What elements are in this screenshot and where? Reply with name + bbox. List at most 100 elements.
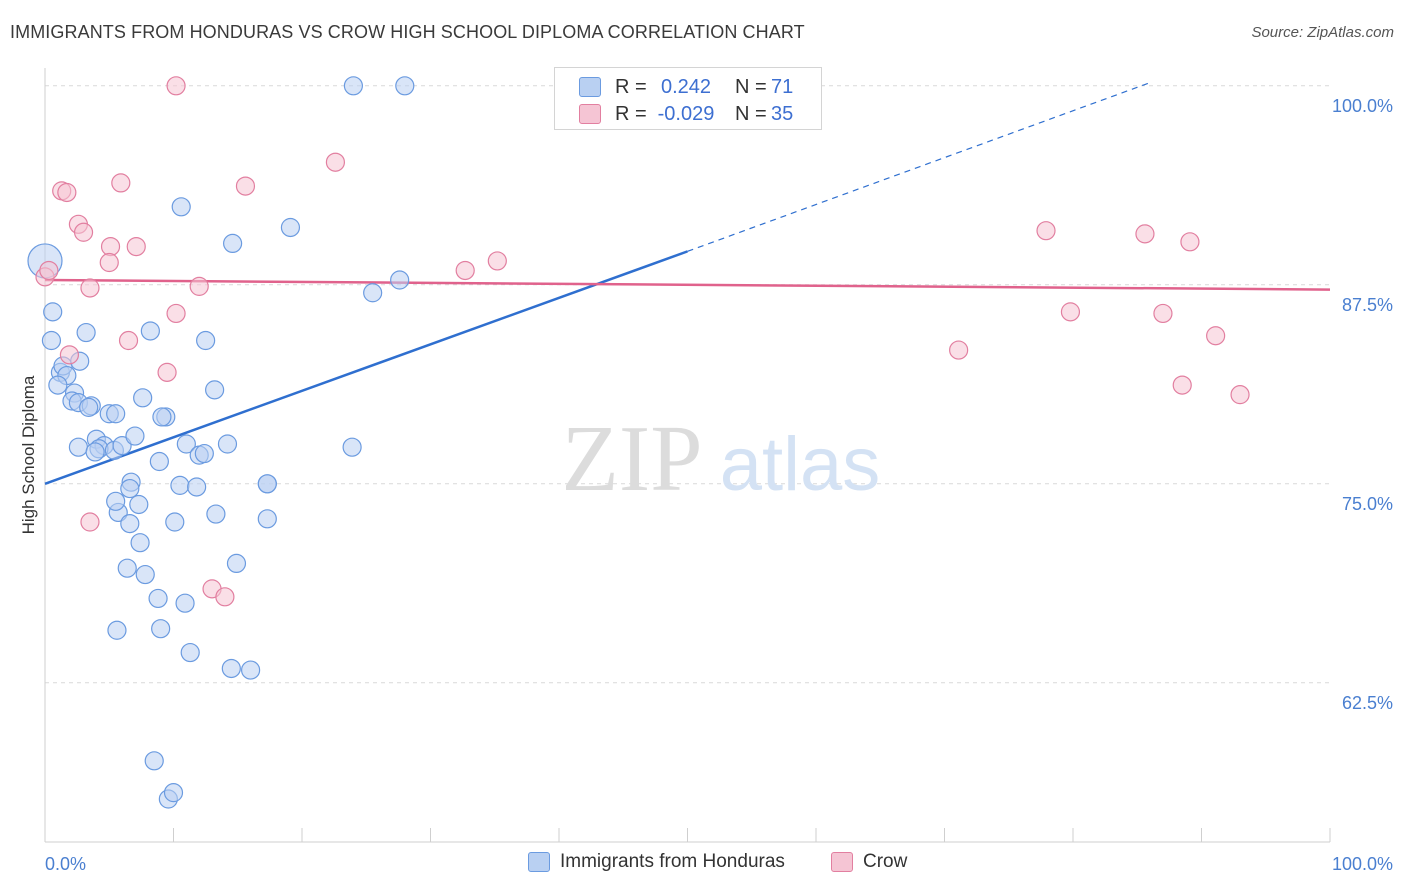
legend-n-label: N =: [735, 102, 767, 125]
legend-n-label: N =: [735, 75, 767, 98]
series-legend-honduras[interactable]: Immigrants from Honduras: [528, 851, 785, 873]
x-tick-label: 0.0%: [45, 854, 86, 874]
watermark: ZIP atlas: [562, 407, 881, 511]
point-honduras: [120, 478, 140, 499]
point-honduras: [120, 513, 140, 534]
point-crow: [1153, 303, 1173, 324]
point-crow: [157, 362, 177, 382]
series-legend-label: Crow: [863, 851, 908, 872]
point-crow: [1036, 221, 1056, 241]
watermark-atlas: atlas: [720, 422, 881, 507]
y-tick-label: 75.0%: [1342, 494, 1393, 514]
trend-lines: [44, 82, 1331, 485]
legend-r-label: R =: [615, 102, 647, 125]
point-crow: [111, 173, 131, 193]
point-honduras: [163, 783, 184, 803]
point-honduras: [241, 660, 261, 680]
legend-row-crow: R = -0.029 N = 35: [579, 101, 793, 127]
point-honduras: [170, 475, 190, 495]
point-honduras: [187, 477, 207, 497]
tick-labels: 100.0% 87.5% 75.0% 62.5% 0.0% 100.0%: [45, 96, 1393, 874]
point-crow: [39, 260, 59, 281]
point-honduras: [106, 491, 126, 511]
point-crow: [325, 152, 346, 172]
point-honduras: [107, 620, 127, 640]
point-honduras: [223, 233, 243, 254]
point-crow: [166, 303, 186, 324]
point-crow: [80, 278, 100, 298]
legend-row-honduras: R = 0.242 N = 71: [579, 74, 793, 100]
series-legend-label: Immigrants from Honduras: [560, 851, 785, 872]
point-honduras: [43, 302, 63, 322]
point-honduras: [68, 437, 89, 457]
series-swatch-honduras: [528, 852, 550, 872]
point-honduras: [175, 593, 195, 613]
point-honduras: [129, 494, 149, 515]
series-legend: Immigrants from Honduras Crow: [0, 851, 1406, 879]
legend-r-label: R =: [615, 75, 647, 98]
point-honduras: [85, 442, 105, 462]
x-tick-label: 100.0%: [1332, 854, 1393, 874]
point-crow: [166, 76, 186, 96]
point-honduras: [149, 451, 169, 472]
y-tick-label: 100.0%: [1332, 96, 1393, 116]
point-crow: [949, 340, 969, 360]
point-honduras: [206, 504, 226, 524]
point-crow: [1180, 232, 1200, 252]
point-honduras: [133, 388, 153, 408]
point-honduras: [171, 197, 191, 217]
point-crow: [1060, 302, 1081, 322]
y-tick-label: 87.5%: [1342, 295, 1393, 315]
point-honduras: [390, 270, 410, 290]
point-crow: [126, 236, 146, 257]
chart-source: Source: ZipAtlas.com: [1251, 24, 1394, 41]
chart-title: IMMIGRANTS FROM HONDURAS VS CROW HIGH SC…: [10, 22, 805, 42]
point-honduras: [152, 407, 172, 427]
point-crow: [1172, 375, 1192, 395]
trend-line-honduras: [44, 250, 688, 485]
point-honduras: [144, 751, 164, 771]
point-crow: [73, 222, 94, 242]
point-honduras: [48, 375, 68, 395]
point-honduras: [342, 437, 362, 457]
point-crow: [455, 260, 475, 281]
legend-swatch-crow: [579, 104, 601, 124]
data-points: [27, 76, 1250, 809]
point-honduras: [180, 642, 200, 663]
point-honduras: [148, 588, 168, 609]
point-crow: [118, 330, 139, 351]
point-honduras: [176, 434, 196, 454]
point-honduras: [151, 619, 171, 639]
point-crow: [1230, 385, 1250, 405]
point-crow: [1135, 224, 1155, 244]
point-honduras: [79, 397, 99, 417]
watermark-zip: ZIP: [562, 407, 703, 511]
point-crow: [189, 276, 209, 296]
point-honduras: [205, 380, 225, 400]
trend-line-extension-honduras: [687, 82, 1151, 252]
point-crow: [59, 345, 80, 365]
point-honduras: [76, 322, 96, 343]
point-honduras: [165, 512, 185, 532]
point-honduras: [395, 76, 415, 96]
y-tick-label: 62.5%: [1342, 693, 1393, 713]
trend-line-crow: [44, 278, 1331, 291]
point-crow: [57, 182, 77, 203]
point-honduras: [257, 509, 277, 529]
point-honduras: [135, 564, 155, 585]
point-honduras: [196, 330, 216, 351]
point-crow: [99, 252, 119, 273]
point-crow: [1206, 326, 1226, 346]
series-legend-crow[interactable]: Crow: [831, 851, 907, 873]
legend-swatch-honduras: [579, 77, 601, 97]
stats-legend: R = 0.242 N = 71 R = -0.029 N = 35: [554, 67, 822, 130]
point-honduras: [194, 443, 214, 464]
point-honduras: [130, 533, 150, 553]
point-honduras: [257, 474, 277, 494]
point-honduras: [117, 558, 137, 578]
point-crow: [215, 587, 235, 607]
point-honduras: [221, 658, 241, 679]
point-crow: [235, 176, 256, 196]
point-honduras: [140, 321, 160, 341]
legend-n-value: 71: [771, 75, 794, 98]
